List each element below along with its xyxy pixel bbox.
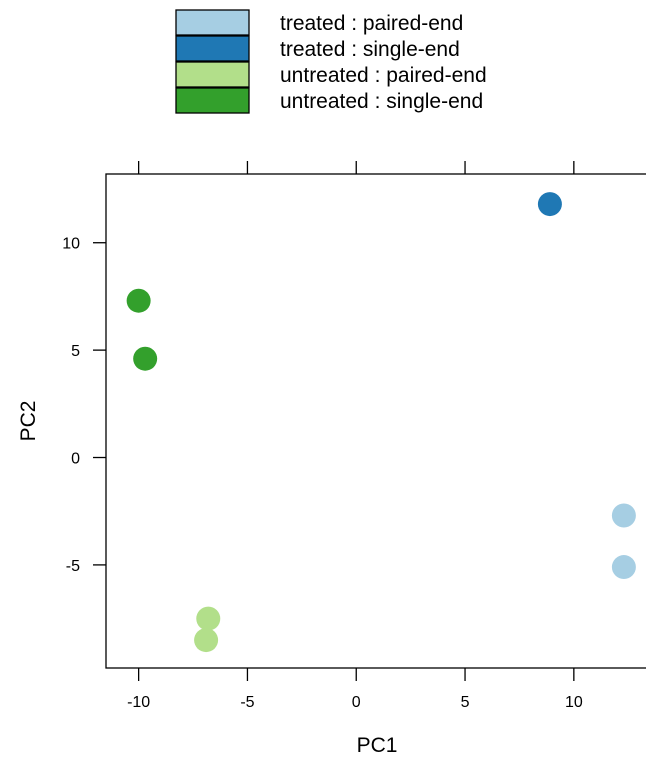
legend-swatch (175, 9, 250, 36)
legend-label: treated : single-end (280, 38, 460, 61)
legend-swatch (175, 61, 250, 88)
y-tick-label: -5 (66, 558, 80, 575)
x-tick-label: 5 (461, 694, 470, 711)
data-points (126, 192, 636, 653)
y-axis-ticks: -5 0 5 10 (62, 236, 106, 575)
legend: treated : paired-end treated : single-end… (175, 9, 487, 114)
data-point (537, 192, 562, 217)
x-tick-label: 0 (352, 694, 361, 711)
legend-label: untreated : paired-end (280, 64, 487, 87)
legend-label: treated : paired-end (280, 12, 463, 35)
data-point (133, 346, 158, 371)
x-axis-ticks: -10 -5 0 5 10 (127, 161, 583, 711)
data-point (611, 555, 636, 580)
legend-swatch (175, 87, 250, 114)
plot-frame (105, 173, 646, 669)
data-point (196, 606, 221, 631)
data-point (611, 503, 636, 528)
x-tick-label: -5 (240, 694, 254, 711)
x-axis-label: PC1 (357, 734, 398, 757)
y-tick-label: 10 (62, 236, 80, 253)
data-point (126, 288, 151, 313)
legend-label: untreated : single-end (280, 90, 483, 113)
x-tick-label: -10 (127, 694, 150, 711)
y-axis-label: PC2 (17, 401, 40, 442)
x-tick-label: 10 (565, 694, 583, 711)
y-tick-label: 0 (71, 451, 80, 468)
data-point (194, 628, 219, 653)
y-tick-label: 5 (71, 343, 80, 360)
legend-swatch (175, 35, 250, 62)
